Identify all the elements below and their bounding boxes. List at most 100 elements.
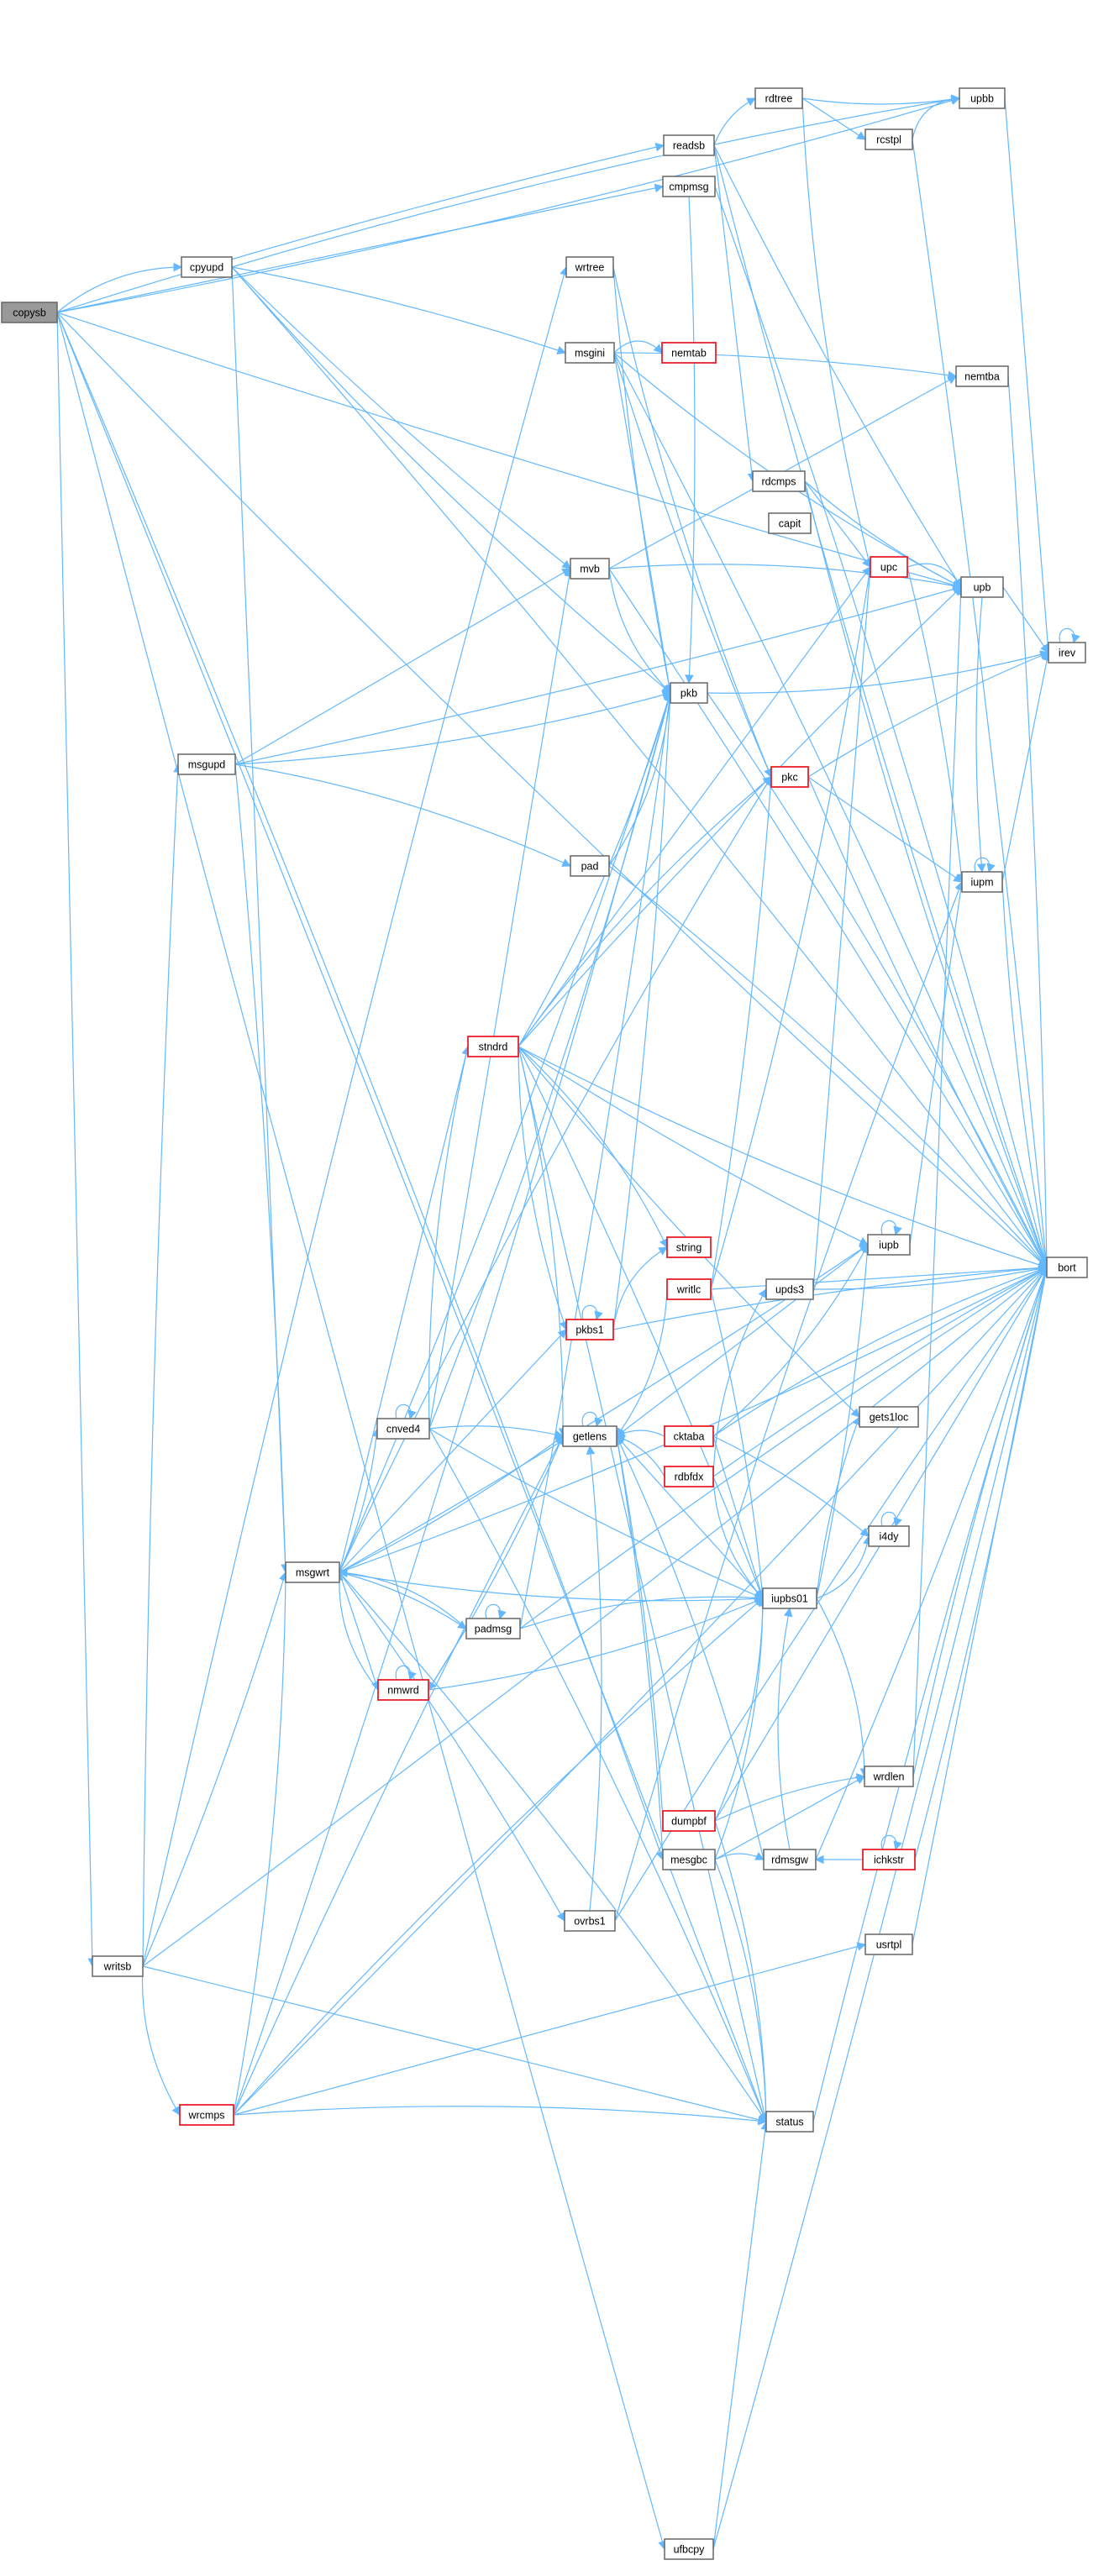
- edge-cpyupd-to-msgini: [231, 266, 567, 355]
- node-stndrd[interactable]: stndrd: [467, 1036, 519, 1057]
- node-label: upb: [974, 581, 991, 593]
- node-upb[interactable]: upb: [960, 576, 1004, 598]
- node-iupbs01[interactable]: iupbs01: [762, 1587, 817, 1609]
- node-label: rdtree: [765, 92, 793, 104]
- node-capit[interactable]: capit: [768, 512, 812, 534]
- edge-cnved4-to-status: [428, 1428, 768, 2123]
- node-i4dy[interactable]: i4dy: [868, 1525, 910, 1547]
- node-pad[interactable]: pad: [570, 855, 610, 877]
- edge-writsb-to-msgupd: [142, 763, 182, 1967]
- edge-wrcmps-to-status: [233, 2106, 768, 2126]
- node-label: readsb: [673, 139, 705, 151]
- node-label: capit: [779, 517, 801, 529]
- node-nemtba[interactable]: nemtba: [955, 365, 1009, 387]
- node-pkc[interactable]: pkc: [770, 766, 809, 788]
- node-irev[interactable]: irev: [1048, 642, 1086, 664]
- node-writlc[interactable]: writlc: [666, 1278, 712, 1300]
- node-rdmsgw[interactable]: rdmsgw: [763, 1849, 817, 1870]
- edge-nmwrd-to-nmwrd: [395, 1665, 417, 1681]
- edge-copysb-to-writsb: [56, 312, 97, 1968]
- edge-msgupd-to-pkb: [234, 690, 672, 765]
- edge-mesgbc-to-wrdlen: [714, 1776, 865, 1860]
- node-pkb[interactable]: pkb: [670, 682, 708, 704]
- node-nemtab[interactable]: nemtab: [661, 342, 717, 364]
- node-bort[interactable]: bort: [1046, 1257, 1088, 1278]
- node-iupb[interactable]: iupb: [867, 1234, 911, 1256]
- edge-padmsg-to-pkb: [519, 691, 674, 1629]
- edge-writsb-to-wrcmps: [141, 1965, 181, 2116]
- node-upc[interactable]: upc: [870, 556, 908, 578]
- node-label: bort: [1058, 1262, 1076, 1273]
- node-ufbcpy[interactable]: ufbcpy: [664, 2538, 714, 2560]
- edge-status-to-bort: [812, 1266, 1049, 2122]
- node-label: ufbcpy: [674, 2543, 706, 2555]
- node-msgini[interactable]: msgini: [565, 342, 615, 364]
- node-wrtree[interactable]: wrtree: [565, 256, 614, 278]
- edge-upc-to-upb: [906, 563, 962, 588]
- node-label: wrtree: [575, 261, 605, 273]
- edge-padmsg-to-padmsg: [485, 1603, 507, 1620]
- node-iupm[interactable]: iupm: [961, 871, 1003, 893]
- node-label: pkbs1: [575, 1324, 603, 1335]
- node-usrtpl[interactable]: usrtpl: [864, 1933, 913, 1955]
- edge-cpyupd-to-upbb: [231, 95, 961, 268]
- node-gets1loc[interactable]: gets1loc: [859, 1406, 919, 1428]
- node-ovrbs1[interactable]: ovrbs1: [564, 1910, 616, 1932]
- edge-stndrd-to-upc: [518, 566, 871, 1047]
- node-cktaba[interactable]: cktaba: [664, 1425, 714, 1447]
- node-mvb[interactable]: mvb: [570, 558, 610, 580]
- node-rdbfdx[interactable]: rdbfdx: [664, 1466, 714, 1487]
- edge-irev-to-irev: [1059, 627, 1080, 644]
- node-padmsg[interactable]: padmsg: [465, 1618, 521, 1640]
- node-msgupd[interactable]: msgupd: [177, 753, 236, 775]
- node-upds3[interactable]: upds3: [765, 1278, 814, 1300]
- edge-ovrbs1-to-getlens: [586, 1445, 602, 1912]
- node-rcstpl[interactable]: rcstpl: [864, 129, 913, 150]
- node-cmpmsg[interactable]: cmpmsg: [662, 176, 716, 197]
- edge-ovrbs1-to-iupm: [614, 880, 964, 1922]
- node-nmwrd[interactable]: nmwrd: [377, 1679, 429, 1701]
- edge-mesgbc-to-status: [714, 1859, 771, 2123]
- node-rdtree[interactable]: rdtree: [754, 87, 803, 109]
- node-label: mvb: [580, 563, 600, 574]
- node-writsb[interactable]: writsb: [92, 1955, 144, 1977]
- edge-cnved4-to-stndrd: [428, 1045, 471, 1430]
- node-label: ovrbs1: [574, 1915, 606, 1927]
- node-label: irev: [1059, 647, 1076, 658]
- node-ichkstr[interactable]: ichkstr: [862, 1849, 916, 1870]
- edge-stndrd-to-gets1loc: [518, 1046, 860, 1418]
- edge-ichkstr-to-rdmsgw: [814, 1855, 863, 1865]
- node-cnved4[interactable]: cnved4: [376, 1418, 430, 1440]
- node-label: i4dy: [880, 1530, 900, 1542]
- edge-copysb-to-readsb: [56, 143, 665, 313]
- node-upbb[interactable]: upbb: [959, 87, 1006, 109]
- edge-cpyupd-to-mvb: [231, 266, 571, 569]
- node-pkbs1[interactable]: pkbs1: [565, 1319, 614, 1340]
- node-mesgbc[interactable]: mesgbc: [662, 1849, 716, 1870]
- node-cpyupd[interactable]: cpyupd: [181, 256, 233, 278]
- node-dumpbf[interactable]: dumpbf: [662, 1810, 716, 1832]
- edge-msgini-to-bort: [613, 352, 1048, 1269]
- edge-rcstpl-to-bort: [912, 139, 1051, 1269]
- node-label: msgupd: [188, 758, 226, 770]
- edge-msgupd-to-mvb: [234, 568, 571, 765]
- node-label: nemtba: [964, 370, 1000, 382]
- edge-cmpmsg-to-pkb: [685, 196, 696, 685]
- node-wrcmps[interactable]: wrcmps: [179, 2104, 234, 2126]
- node-readsb[interactable]: readsb: [663, 134, 715, 156]
- node-msgwrt[interactable]: msgwrt: [285, 1561, 340, 1583]
- node-label: rcstpl: [876, 134, 901, 145]
- node-copysb[interactable]: copysb: [1, 302, 58, 323]
- node-getlens[interactable]: getlens: [562, 1425, 617, 1447]
- node-label: ichkstr: [874, 1854, 904, 1865]
- node-status[interactable]: status: [765, 2111, 814, 2133]
- edge-iupm-to-iupm: [974, 857, 996, 874]
- node-wrdlen[interactable]: wrdlen: [864, 1765, 914, 1787]
- node-label: writsb: [103, 1960, 132, 1972]
- node-label: nmwrd: [387, 1684, 419, 1696]
- edge-msgini-to-pkb: [613, 352, 674, 695]
- edge-stndrd-to-getlens: [518, 1046, 568, 1438]
- node-string[interactable]: string: [666, 1236, 712, 1258]
- edge-pkbs1-to-string: [612, 1246, 668, 1330]
- node-rdcmps[interactable]: rdcmps: [752, 470, 806, 492]
